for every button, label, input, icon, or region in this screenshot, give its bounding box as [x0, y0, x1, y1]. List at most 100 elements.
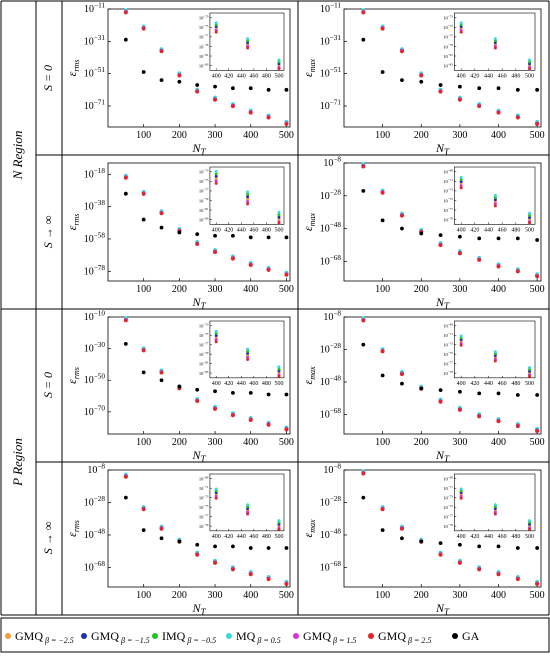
inset-x-tick-label: 460	[498, 227, 507, 233]
data-point-GMQ_2.5	[477, 258, 482, 262]
data-point-GMQ_2.5	[159, 526, 164, 531]
data-point-GA	[380, 528, 385, 533]
inset-x-tick-label: 400	[212, 73, 221, 79]
inset-x-tick-label: 480	[262, 381, 271, 387]
inset-point-GMQ_2.5	[277, 67, 281, 71]
data-point-GMQ_2.5	[195, 399, 200, 404]
data-point-GMQ_2.5	[380, 507, 385, 512]
inset-point-GMQ_2.5	[277, 221, 281, 225]
inset-y-tick-label: 10−71	[443, 485, 453, 491]
data-point-GA	[284, 235, 289, 240]
x-tick-label: 500	[530, 284, 545, 295]
inset-y-tick-label: 10−83	[443, 62, 453, 68]
inset-y-tick-label: 10−71	[199, 485, 209, 491]
data-point-GA	[457, 542, 462, 547]
inset-x-tick-label: 440	[237, 73, 246, 79]
data-point-GA	[419, 231, 424, 236]
data-point-GA	[177, 79, 182, 84]
data-point-GA	[195, 232, 200, 237]
x-tick-label: 400	[243, 437, 258, 448]
inset-y-tick-label: 10−79	[199, 523, 209, 529]
inset-y-tick-label: 10−77	[199, 188, 209, 194]
inset-y-tick-label: 10−83	[199, 62, 209, 68]
y-tick-label: 10−11	[320, 2, 341, 16]
inset-y-tick-label: 10−81	[199, 207, 209, 213]
inset-frame	[454, 320, 536, 379]
inset-point-MQ_0.5	[246, 190, 250, 194]
inset-point-GMQ_2.5	[246, 512, 250, 516]
inset-y-tick-label: 10−83	[199, 370, 209, 376]
inset-point-MQ_0.5	[528, 366, 532, 370]
chart-panel-6: 100 200 300 400 500 NT 10−8 10−28 10−48 10−68 εmax…	[301, 310, 545, 465]
inset-point-GMQ_-1.5	[214, 174, 218, 178]
x-tick-label: 200	[414, 590, 429, 601]
data-point-GA	[438, 83, 443, 87]
y-tick-label: 10−28	[320, 188, 342, 202]
data-point-GMQ_2.5	[159, 370, 164, 375]
inset-y-tick-label: 10−75	[199, 178, 209, 184]
data-point-GA	[284, 392, 289, 397]
data-point-GA	[123, 191, 128, 196]
data-point-GMQ_2.5	[159, 211, 164, 216]
inset-point-GMQ_-1.5	[528, 215, 532, 219]
inset-point-GMQ_-1.5	[246, 351, 250, 355]
chart-panel-1: 100 200 300 400 500 NT 10−11 10−31 10−51 10−71 εrm…	[65, 2, 294, 158]
inset-x-tick-label: 480	[262, 73, 271, 79]
inset-point-GMQ_2.5	[246, 46, 250, 50]
inset-y-tick-label: 10−75	[443, 24, 453, 30]
data-point-GA	[159, 378, 164, 383]
data-point-GA	[361, 495, 366, 500]
inset-x-tick-label: 420	[470, 381, 479, 387]
data-point-GMQ_2.5	[213, 97, 217, 102]
data-point-GA	[438, 233, 443, 238]
data-point-GMQ_2.5	[496, 264, 501, 269]
data-point-GA	[266, 546, 271, 550]
data-point-GA	[515, 546, 520, 550]
data-point-GMQ_2.5	[535, 582, 540, 586]
chart-panel-8: 100 200 300 400 500 NT 10−8 10−28 10−48 10−68 εmax…	[301, 463, 545, 618]
data-point-GMQ_2.5	[123, 175, 128, 180]
data-point-GA	[380, 373, 385, 378]
inset-x-tick-label: 480	[511, 73, 520, 79]
x-tick-label: 200	[172, 437, 187, 448]
data-point-GA	[419, 539, 424, 544]
panels: 100 200 300 400 500 NT 10−11 10−31 10−51 10−71 εrm…	[65, 2, 545, 618]
data-point-GA	[159, 536, 164, 541]
inset-point-IMQ_-0.5	[246, 349, 250, 353]
inset-x-tick-label: 460	[249, 73, 258, 79]
data-point-GMQ_2.5	[248, 572, 253, 577]
x-tick-label: 100	[136, 130, 151, 141]
inset-x-tick-label: 460	[249, 381, 258, 387]
data-point-GMQ_2.5	[248, 418, 253, 422]
data-point-GMQ_2.5	[515, 269, 520, 274]
x-tick-label: 100	[136, 284, 151, 295]
data-point-GMQ_2.5	[266, 268, 271, 272]
inset-point-GMQ_-2.5	[493, 200, 497, 204]
y-tick-label: 10−48	[320, 375, 342, 389]
data-point-GA	[457, 84, 462, 89]
data-point-GMQ_2.5	[266, 577, 271, 582]
row3-s-label: S = 0	[41, 372, 55, 398]
grid-frame	[0, 0, 550, 616]
row4-s-label: S → ∞	[41, 521, 55, 554]
inset-point-MQ_0.5	[493, 503, 497, 507]
inset-point-MQ_0.5	[459, 334, 463, 338]
data-point-GA	[231, 390, 235, 395]
x-tick-label: 200	[172, 590, 187, 601]
data-point-GA	[535, 238, 540, 242]
data-point-GA	[195, 83, 200, 87]
x-tick-label: 200	[172, 284, 187, 295]
inset-point-MQ_0.5	[277, 365, 281, 369]
inset-x-tick-label: 500	[525, 73, 534, 79]
data-point-GA	[195, 542, 200, 547]
data-point-GA	[361, 37, 366, 42]
inset-point-GMQ_2.5	[214, 496, 218, 500]
legend-label-GMQ_-2.5: GMQ β = −2.5	[15, 629, 74, 645]
data-point-GMQ_2.5	[457, 97, 462, 102]
inset-x-tick-label: 420	[224, 534, 233, 540]
y-tick-label: 10−30	[84, 341, 106, 355]
y-tick-label: 10−11	[84, 2, 105, 16]
y-tick-label: 10−50	[84, 373, 106, 387]
inset-x-tick-label: 420	[224, 227, 233, 233]
y-tick-label: 10−8	[323, 310, 341, 324]
